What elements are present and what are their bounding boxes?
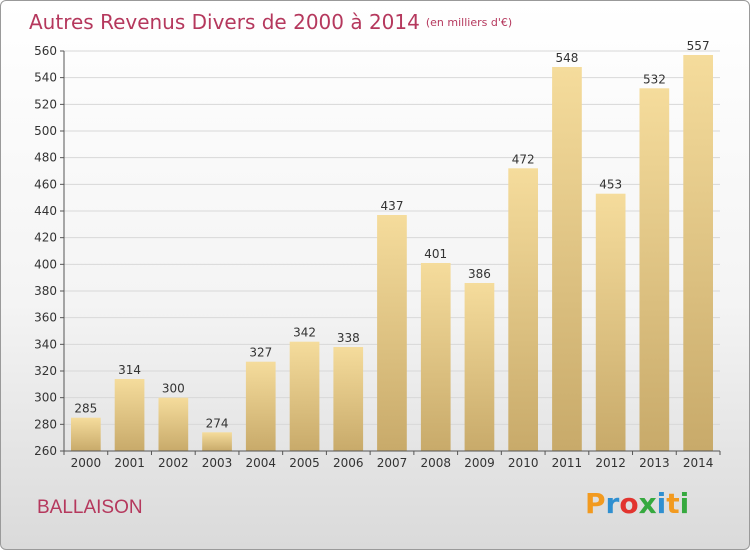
x-tick-label: 2010 [508, 456, 539, 470]
y-axis: 260 280 300 320 340 360 380 400 420 440 460 480 500 5… [34, 44, 65, 458]
x-tick-label: 2007 [377, 456, 408, 470]
x-tick-label: 2002 [158, 456, 189, 470]
bar [639, 88, 670, 452]
y-tick-label: 400 [34, 257, 57, 271]
bar [114, 379, 145, 451]
logo-letter: i [656, 487, 667, 520]
chart-title-unit: (en milliers d'€) [425, 16, 513, 29]
bar-value-label: 285 [74, 402, 97, 416]
logo-letter: i [679, 487, 690, 520]
y-tick-label: 420 [34, 231, 57, 245]
bar-value-label: 314 [118, 363, 141, 377]
bar [508, 168, 538, 452]
x-tick-label: 2009 [464, 456, 495, 470]
bar [377, 215, 407, 451]
logo-letter: r [605, 487, 620, 520]
y-tick-label: 320 [34, 364, 57, 378]
bar-value-label: 401 [424, 247, 447, 261]
chart-title-text: Autres Revenus Divers de 2000 à 2014 [29, 10, 420, 34]
chart-title: Autres Revenus Divers de 2000 à 2014 (en … [29, 10, 512, 34]
y-tick-label: 540 [34, 71, 57, 85]
y-tick-label: 360 [34, 311, 57, 325]
bar [289, 341, 320, 451]
bar-value-label: 548 [555, 51, 578, 65]
bars: 285 314 300 274 327 342 338 437 401 386 472 548 453 5… [71, 39, 713, 452]
x-tick-label: 2006 [333, 456, 364, 470]
bar-value-label: 532 [643, 72, 666, 86]
y-tick-label: 460 [34, 177, 57, 191]
bar-value-label: 386 [468, 267, 491, 281]
bar-value-label: 274 [206, 416, 229, 430]
logo-letter: P [585, 487, 606, 520]
bar-value-label: 453 [599, 178, 622, 192]
bar-value-label: 472 [512, 152, 535, 166]
x-tick-label: 2000 [71, 456, 102, 470]
y-tick-label: 440 [34, 204, 57, 218]
bar [71, 417, 101, 451]
x-tick-label: 2004 [246, 456, 277, 470]
bar [245, 361, 276, 451]
y-tick-label: 500 [34, 124, 57, 138]
logo-letter: o [619, 487, 639, 520]
y-tick-label: 480 [34, 151, 57, 165]
bar-value-label: 300 [162, 382, 185, 396]
bar [552, 67, 582, 451]
y-tick-label: 560 [34, 44, 57, 58]
y-tick-label: 520 [34, 97, 57, 111]
x-tick-label: 2001 [114, 456, 145, 470]
y-tick-label: 340 [34, 337, 57, 351]
y-tick-label: 380 [34, 284, 57, 298]
bar [158, 397, 189, 451]
logo-letter: t [666, 487, 680, 520]
proxiti-logo: Proxiti [585, 487, 689, 520]
x-tick-label: 2013 [639, 456, 670, 470]
y-tick-label: 300 [34, 391, 57, 405]
bar-value-label: 342 [293, 326, 316, 340]
bar-value-label: 327 [249, 346, 272, 360]
bar [333, 347, 364, 451]
bar [683, 55, 713, 451]
bar [202, 432, 232, 451]
x-tick-label: 2012 [595, 456, 626, 470]
bar-value-label: 338 [337, 331, 360, 345]
x-tick-label: 2003 [202, 456, 233, 470]
x-tick-label: 2011 [552, 456, 583, 470]
logo-letter: x [638, 487, 657, 520]
y-tick-label: 280 [34, 417, 57, 431]
bar-value-label: 437 [381, 199, 404, 213]
x-tick-label: 2014 [683, 456, 714, 470]
bar [464, 283, 495, 451]
bar [595, 193, 626, 451]
place-name: BALLAISON [37, 497, 143, 518]
x-tick-label: 2008 [420, 456, 451, 470]
bar-value-label: 557 [687, 39, 710, 53]
bar [420, 263, 451, 451]
x-axis: 2000 2001 2002 2003 2004 2005 2006 2007 2008 2009… [63, 450, 721, 470]
y-tick-label: 260 [34, 444, 57, 458]
x-tick-label: 2005 [289, 456, 320, 470]
